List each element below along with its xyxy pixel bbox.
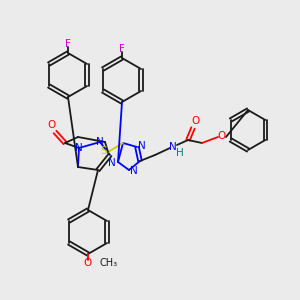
Text: F: F bbox=[65, 39, 71, 49]
Text: O: O bbox=[218, 131, 226, 141]
Text: N: N bbox=[130, 166, 138, 176]
Text: N: N bbox=[108, 158, 116, 168]
Text: N: N bbox=[138, 141, 146, 151]
Text: CH₃: CH₃ bbox=[100, 258, 118, 268]
Text: S: S bbox=[101, 146, 107, 156]
Text: H: H bbox=[176, 148, 184, 158]
Text: F: F bbox=[119, 44, 125, 54]
Text: O: O bbox=[84, 258, 92, 268]
Text: O: O bbox=[47, 120, 55, 130]
Text: N: N bbox=[169, 142, 177, 152]
Text: N: N bbox=[96, 137, 104, 147]
Text: O: O bbox=[192, 116, 200, 126]
Text: N: N bbox=[75, 143, 83, 153]
